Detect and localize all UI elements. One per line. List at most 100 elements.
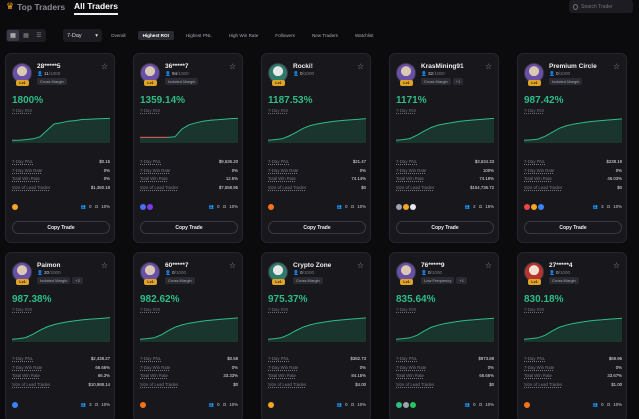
search-box[interactable] (569, 0, 633, 13)
trader-name[interactable]: 36*****7 (165, 63, 189, 70)
stat-label: Total Win Rate (524, 176, 552, 182)
stat-value: 74.18% (479, 176, 494, 182)
trader-name[interactable]: 27*****4 (549, 262, 573, 269)
tab-all-traders[interactable]: All Traders (74, 1, 118, 15)
sort-watchlist[interactable]: Watchlist (354, 33, 374, 38)
tag-list: Cross Margin (549, 277, 579, 284)
level-badge: Lv1 (528, 279, 541, 285)
copy-trade-button[interactable]: Copy Trade (12, 221, 110, 234)
level-badge: Lv1 (144, 279, 157, 285)
trader-card[interactable]: Lv1 Premium Circle 👤 0/1000 Isolated Margin… (517, 53, 627, 243)
star-icon[interactable]: ☆ (228, 62, 236, 71)
trader-name[interactable]: Rocki! (293, 63, 313, 70)
profit-share: 10% (101, 204, 110, 209)
roi-label: 7-Day ROI (396, 307, 417, 312)
stat-row: Size of Lead Trades $1,360.18 (12, 183, 110, 192)
trader-card[interactable]: Lv1 28*****5 👤 11/1000 Cross Margin ☆ 1800% 7-… (5, 53, 115, 243)
trader-name[interactable]: Crypto Zone (293, 262, 332, 269)
level-badge: Lv1 (528, 80, 541, 86)
star-icon[interactable]: ☆ (356, 261, 364, 270)
stat-row: 7-Day Win Rate 66.66% (12, 363, 110, 372)
sort-highest-pnl[interactable]: Highest PNL (185, 33, 212, 38)
copiers-count: 0 (345, 402, 348, 407)
trader-name[interactable]: 76*****9 (421, 262, 445, 269)
sort-options: Overall Highest ROI Highest PNL High Win… (106, 29, 385, 42)
stat-row: 7-Day PNL $382.73 (268, 354, 366, 363)
stat-value: 0% (359, 167, 366, 173)
period-dropdown[interactable]: 7-Day ▾ (63, 29, 102, 42)
coin-list (12, 401, 18, 408)
sort-high-win-rate[interactable]: High Win Rate (228, 33, 259, 38)
stats-list: 7-Day PNL $21.47 7-Day Win Rate 0% Total Win… (268, 157, 366, 192)
copy-trade-button[interactable]: Copy Trade (524, 221, 622, 234)
avatar[interactable]: Lv1 (524, 262, 544, 285)
tab-top-traders[interactable]: ♛ Top Traders (6, 1, 65, 12)
card-footer: 👥 0 ⚖ 10% (140, 400, 238, 409)
card-footer: 👥 0 ⚖ 10% (12, 202, 110, 211)
trader-name[interactable]: 60*****7 (165, 262, 189, 269)
card-counts: 👥 3 ⚖ 10% (81, 402, 110, 408)
trader-card[interactable]: Lv1 76*****9 👤 0/1000 Low Frequency +1 ☆ 835.6… (389, 252, 499, 419)
trader-name[interactable]: Paimon (37, 262, 61, 269)
search-icon (573, 3, 578, 10)
sort-new-traders[interactable]: New Traders (311, 33, 338, 38)
star-icon[interactable]: ☆ (612, 261, 620, 270)
trader-name[interactable]: KrasMining91 (421, 63, 464, 70)
avatar[interactable]: Lv1 (396, 63, 416, 86)
stat-value: 0% (359, 364, 366, 370)
avatar[interactable]: Lv1 (140, 63, 160, 86)
stat-label: 7-Day PNL (524, 355, 546, 361)
search-input[interactable] (581, 3, 633, 10)
trader-card[interactable]: Lv1 36*****7 👤 94/1000 Isolated Margin ☆ 1359… (133, 53, 243, 243)
copy-trade-button[interactable]: Copy Trade (268, 221, 366, 234)
followers-count: 👤 0/1000 (421, 270, 442, 276)
trader-card[interactable]: Lv1 27*****4 👤 0/1000 Cross Margin ☆ 830.18% 7… (517, 252, 627, 419)
trader-card[interactable]: Lv1 60*****7 👤 0/1000 Cross Margin ☆ 982.62% 7… (133, 252, 243, 419)
sparkline-line (396, 317, 494, 340)
stat-value: $10,988.14 (88, 381, 110, 387)
star-icon[interactable]: ☆ (484, 261, 492, 270)
sort-highest-roi[interactable]: Highest ROI (137, 31, 174, 40)
followers-value: 94 (172, 71, 178, 76)
list-icon[interactable]: ☰ (36, 33, 42, 39)
avatar[interactable]: Lv1 (140, 262, 160, 285)
stat-label: Size of Lead Trades (12, 381, 51, 387)
user-icon: 👤 (549, 71, 556, 76)
roi-label: 7-Day ROI (524, 108, 545, 113)
trader-card[interactable]: Lv1 KrasMining91 👤 32/1000 Cross Margin +1 ☆ 1… (389, 53, 499, 243)
trader-name[interactable]: 28*****5 (37, 63, 61, 70)
copy-trade-button[interactable]: Copy Trade (396, 221, 494, 234)
avatar[interactable]: Lv1 (268, 262, 288, 285)
coin-icon (12, 203, 18, 210)
card-footer: 👥 0 ⚖ 10% (524, 400, 622, 409)
stat-label: 7-Day Win Rate (524, 364, 555, 370)
followers-max: /2000 (49, 270, 61, 275)
avatar[interactable]: Lv1 (12, 262, 32, 285)
trader-card[interactable]: Lv1 Paimon 👤 20/2000 Isolated Margin +2 ☆ 987.… (5, 252, 115, 419)
followers-value: 0 (556, 71, 559, 76)
copy-trade-button[interactable]: Copy Trade (140, 221, 238, 234)
avatar[interactable]: Lv1 (524, 63, 544, 86)
sort-followers[interactable]: Followers (275, 33, 295, 38)
roi-value: 987.42% (524, 95, 564, 106)
star-icon[interactable]: ☆ (100, 261, 108, 270)
avatar[interactable]: Lv1 (12, 63, 32, 86)
grid-icon[interactable]: ▦ (7, 30, 19, 41)
avatar[interactable]: Lv1 (396, 262, 416, 285)
trader-card[interactable]: Lv1 Rocki! 👤 0/1000 ☆ 1187.53% 7-Day ROI 7-Day… (261, 53, 371, 243)
star-icon[interactable]: ☆ (228, 261, 236, 270)
star-icon[interactable]: ☆ (484, 62, 492, 71)
star-icon[interactable]: ☆ (612, 62, 620, 71)
stats-list: 7-Day PNL $0.15 7-Day Win Rate 0% Total Win … (12, 157, 110, 192)
trader-name[interactable]: Premium Circle (549, 63, 597, 70)
stats-list: 7-Day PNL $9,636.20 7-Day Win Rate 0% Total … (140, 157, 238, 192)
grid-small-icon[interactable]: ▦ (23, 33, 29, 39)
stat-row: Size of Lead Trades $0 (140, 380, 238, 389)
star-icon[interactable]: ☆ (356, 62, 364, 71)
trader-card[interactable]: Lv1 Crypto Zone 👤 0/1000 Cross Margin ☆ 975.3… (261, 252, 371, 419)
copiers-icon: 👥 (592, 401, 599, 407)
star-icon[interactable]: ☆ (100, 62, 108, 71)
avatar[interactable]: Lv1 (268, 63, 288, 86)
sort-overall[interactable]: Overall (111, 33, 126, 38)
sparkline-line (268, 317, 366, 340)
